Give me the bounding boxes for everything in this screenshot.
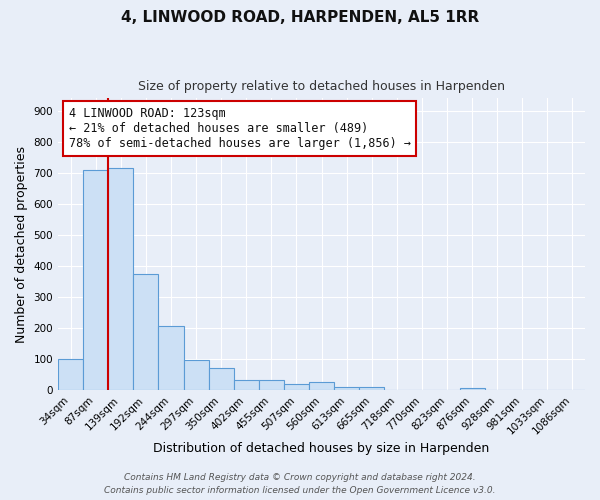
Bar — [158, 326, 184, 390]
Text: Contains HM Land Registry data © Crown copyright and database right 2024.
Contai: Contains HM Land Registry data © Crown c… — [104, 474, 496, 495]
Bar — [58, 359, 83, 390]
Bar — [108, 168, 133, 390]
Bar — [184, 360, 209, 390]
Text: 4 LINWOOD ROAD: 123sqm
← 21% of detached houses are smaller (489)
78% of semi-de: 4 LINWOOD ROAD: 123sqm ← 21% of detached… — [68, 107, 410, 150]
Bar — [460, 388, 485, 390]
Text: 4, LINWOOD ROAD, HARPENDEN, AL5 1RR: 4, LINWOOD ROAD, HARPENDEN, AL5 1RR — [121, 10, 479, 25]
Bar — [133, 274, 158, 390]
Title: Size of property relative to detached houses in Harpenden: Size of property relative to detached ho… — [138, 80, 505, 93]
Bar — [233, 380, 259, 390]
X-axis label: Distribution of detached houses by size in Harpenden: Distribution of detached houses by size … — [154, 442, 490, 455]
Y-axis label: Number of detached properties: Number of detached properties — [15, 146, 28, 342]
Bar — [309, 382, 334, 390]
Bar — [209, 368, 233, 390]
Bar — [359, 387, 384, 390]
Bar — [284, 384, 309, 390]
Bar — [334, 387, 359, 390]
Bar — [259, 380, 284, 390]
Bar — [83, 170, 108, 390]
